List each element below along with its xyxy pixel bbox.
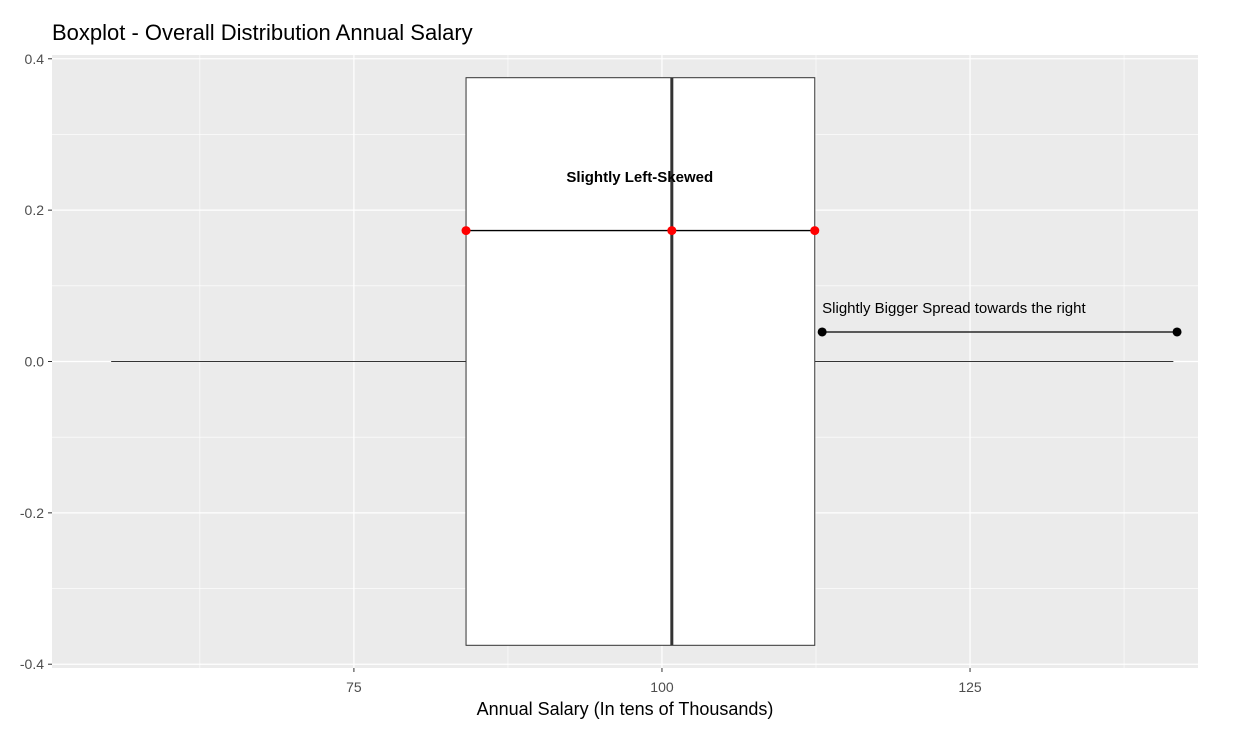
annotation-point-1 <box>810 226 820 236</box>
x-tick-label: 100 <box>650 679 674 695</box>
x-tick-label: 125 <box>958 679 982 695</box>
y-tick-label: 0.0 <box>25 354 45 370</box>
x-axis-label: Annual Salary (In tens of Thousands) <box>477 699 774 719</box>
plot-area: 0.4 0.2 0.0 -0.2 -0.4 75 100 125 Slightly Left-S… <box>20 51 1198 695</box>
annotation-point-1 <box>461 226 471 236</box>
annotation-point-2 <box>1172 327 1182 337</box>
y-tick-label: -0.4 <box>20 656 44 672</box>
annotation-point-2 <box>817 327 827 337</box>
annotation-point-1 <box>667 226 677 236</box>
annotation-text-1: Slightly Left-Skewed <box>566 169 713 186</box>
chart-title: Boxplot - Overall Distribution Annual Sa… <box>52 20 473 45</box>
y-tick-label: 0.2 <box>25 202 45 218</box>
annotation-text-2: Slightly Bigger Spread towards the right <box>822 300 1086 317</box>
y-tick-label: 0.4 <box>25 51 45 67</box>
x-tick-label: 75 <box>346 679 362 695</box>
y-tick-label: -0.2 <box>20 505 44 521</box>
box-iqr <box>465 77 816 646</box>
